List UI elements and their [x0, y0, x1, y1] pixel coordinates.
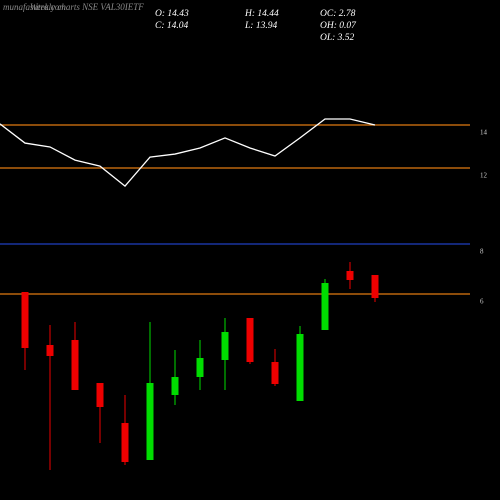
info-text: OC: 2.78 [320, 9, 356, 19]
y-tick-label: 14 [480, 129, 488, 137]
candle-body [71, 340, 79, 390]
info-text: C: 14.04 [155, 21, 189, 31]
y-tick-label: 8 [480, 248, 484, 256]
info-text: H: 14.44 [244, 9, 279, 19]
candle-body [221, 332, 229, 360]
candle-body [246, 318, 254, 362]
candle-body [196, 358, 204, 377]
candle-body [346, 271, 354, 280]
candle-body [271, 362, 279, 384]
info-text: OH: 0.07 [320, 21, 357, 31]
price-line [0, 118, 376, 188]
candle-body [121, 423, 129, 462]
y-tick-label: 6 [480, 298, 484, 306]
info-text: O: 14.43 [155, 9, 189, 19]
chart-title: Weekly charts NSE VAL30IETF [30, 2, 144, 12]
site-name: munafasutra.com [3, 2, 66, 12]
candle-body [21, 292, 29, 348]
candle-body [371, 275, 379, 298]
info-text: L: 13.94 [244, 21, 277, 31]
candle-body [96, 383, 104, 407]
candle-body [296, 334, 304, 401]
y-tick-label: 12 [480, 172, 488, 180]
info-text: OL: 3.52 [320, 33, 355, 43]
candle-body [321, 283, 329, 330]
candle-body [46, 345, 54, 356]
candle-body [146, 383, 154, 460]
candle-body [171, 377, 179, 395]
